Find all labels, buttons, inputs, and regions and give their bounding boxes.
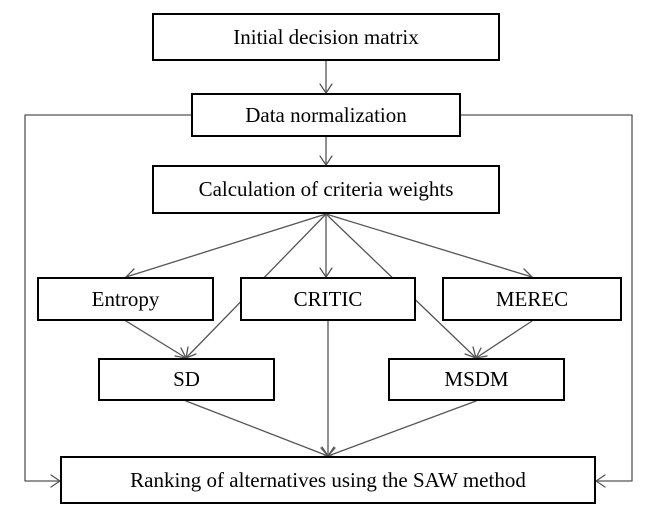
- node-label: MEREC: [495, 286, 569, 311]
- edge-weights-to-merec: [325, 213, 533, 280]
- merec-box: MEREC: [442, 277, 622, 321]
- node-label: CRITIC: [293, 286, 363, 311]
- data-normalization-box: Data normalization: [191, 93, 461, 137]
- edge-critic-to-ranking: [321, 320, 335, 457]
- critic-box: CRITIC: [240, 277, 416, 321]
- edge-weights-to-critic: [319, 213, 333, 278]
- edge-normalization-to-ranking-right: [460, 114, 633, 488]
- sd-box: SD: [98, 358, 275, 401]
- node-label: MSDM: [444, 367, 509, 391]
- edge-weights-to-entropy: [125, 213, 327, 280]
- ranking-saw-box: Ranking of alternatives using the SAW me…: [60, 456, 596, 504]
- edge-msdm-to-ranking: [327, 400, 477, 458]
- edge-sd-to-ranking: [185, 400, 329, 458]
- node-label: SD: [173, 367, 200, 391]
- edge-merec-to-msdm: [475, 320, 533, 359]
- node-label: Data normalization: [245, 102, 407, 127]
- edge-entropy-to-sd: [125, 320, 187, 359]
- node-label: Calculation of criteria weights: [198, 177, 454, 201]
- node-label: Entropy: [91, 286, 160, 311]
- entropy-box: Entropy: [37, 277, 214, 321]
- edge-normalization-to-weights: [319, 136, 333, 166]
- edge-initial-to-normalization: [319, 60, 333, 94]
- node-label: Ranking of alternatives using the SAW me…: [130, 467, 526, 492]
- msdm-box: MSDM: [388, 358, 565, 401]
- node-label: Initial decision matrix: [233, 24, 419, 49]
- initial-decision-matrix-box: Initial decision matrix: [152, 13, 500, 61]
- criteria-weights-box: Calculation of criteria weights: [152, 165, 500, 214]
